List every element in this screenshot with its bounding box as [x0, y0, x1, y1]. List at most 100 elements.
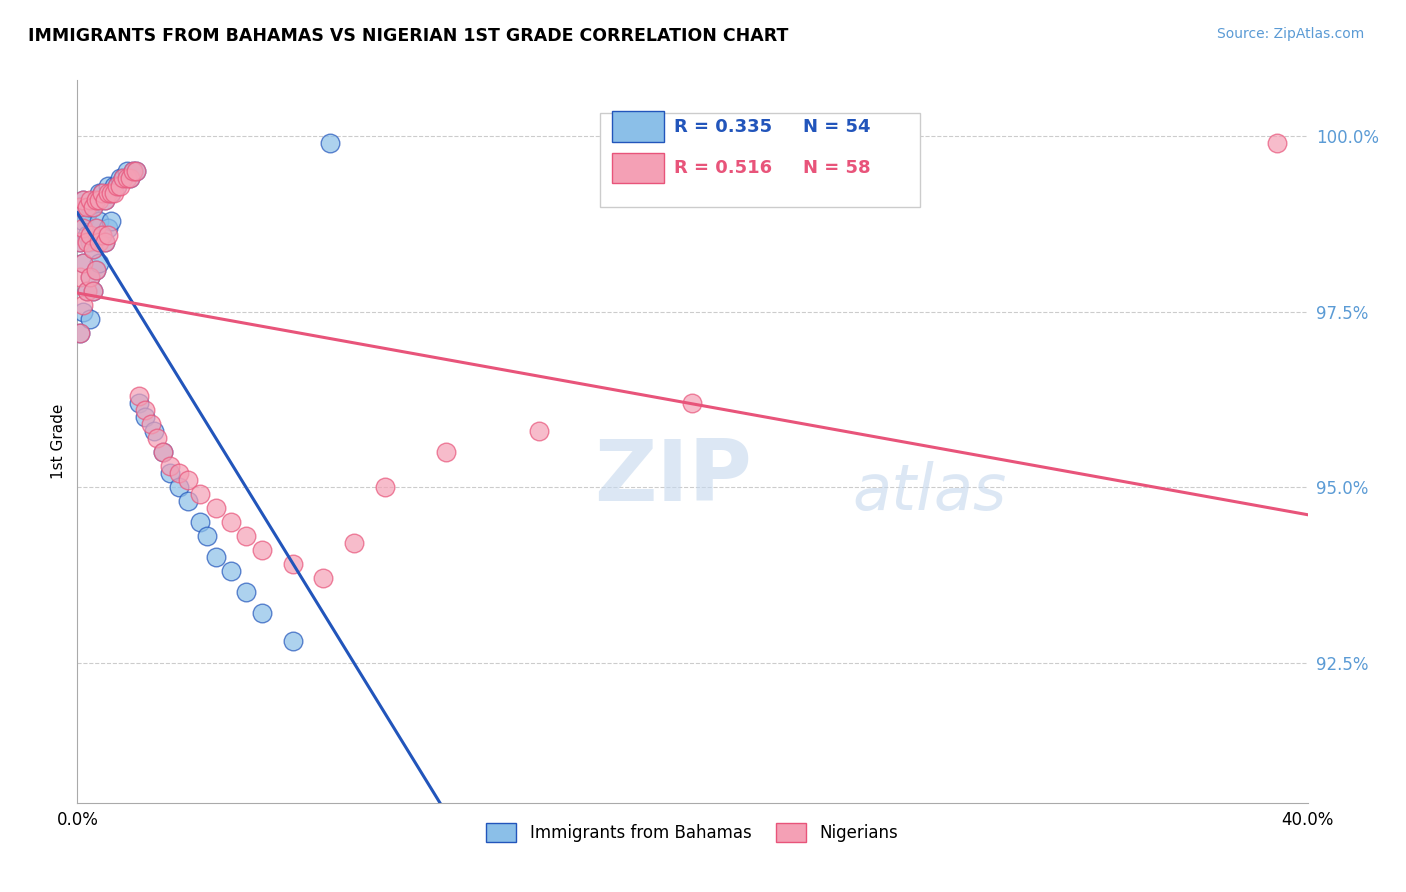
- Point: [112, 171, 135, 186]
- Point: [76, 227, 98, 242]
- Point: [682, 396, 704, 410]
- Point: [90, 227, 114, 242]
- Legend: Immigrants from Bahamas, Nigerians: Immigrants from Bahamas, Nigerians: [479, 816, 905, 848]
- Point: [128, 396, 150, 410]
- Text: N = 54: N = 54: [803, 118, 870, 136]
- Point: [76, 200, 98, 214]
- Point: [105, 178, 128, 193]
- Point: [118, 171, 141, 186]
- Point: [134, 409, 156, 424]
- Point: [146, 431, 169, 445]
- Point: [195, 529, 218, 543]
- Point: [97, 186, 120, 200]
- Point: [374, 480, 396, 494]
- FancyBboxPatch shape: [613, 112, 664, 142]
- Point: [94, 235, 117, 249]
- Point: [69, 200, 91, 214]
- Point: [436, 445, 458, 459]
- Point: [204, 550, 226, 565]
- Point: [82, 200, 104, 214]
- Point: [82, 242, 104, 256]
- Point: [69, 326, 91, 340]
- Point: [90, 186, 114, 200]
- Point: [87, 235, 110, 249]
- Point: [118, 171, 141, 186]
- Point: [100, 186, 122, 200]
- Point: [76, 284, 98, 298]
- Point: [125, 164, 148, 178]
- Text: ZIP: ZIP: [595, 436, 752, 519]
- Point: [79, 227, 101, 242]
- Point: [97, 220, 120, 235]
- Point: [97, 178, 120, 193]
- Text: R = 0.335: R = 0.335: [673, 118, 772, 136]
- Point: [281, 634, 304, 648]
- Point: [82, 284, 104, 298]
- Text: N = 58: N = 58: [803, 159, 870, 177]
- Point: [250, 607, 273, 621]
- Point: [219, 564, 242, 578]
- Point: [69, 235, 91, 249]
- Point: [72, 255, 94, 269]
- Point: [79, 235, 101, 249]
- Point: [84, 193, 107, 207]
- Point: [82, 200, 104, 214]
- Point: [76, 206, 98, 220]
- Point: [250, 543, 273, 558]
- Point: [167, 466, 190, 480]
- Point: [90, 227, 114, 242]
- Point: [105, 178, 128, 193]
- Point: [235, 529, 257, 543]
- Point: [69, 269, 91, 284]
- Point: [87, 193, 110, 207]
- Point: [318, 136, 340, 151]
- Point: [84, 220, 107, 235]
- Text: R = 0.516: R = 0.516: [673, 159, 772, 177]
- Point: [103, 178, 125, 193]
- Point: [134, 403, 156, 417]
- Point: [79, 193, 101, 207]
- Point: [94, 193, 117, 207]
- Point: [188, 515, 212, 529]
- Point: [1265, 136, 1288, 151]
- Point: [79, 200, 101, 214]
- Point: [94, 235, 117, 249]
- Point: [72, 298, 94, 312]
- Y-axis label: 1st Grade: 1st Grade: [51, 404, 66, 479]
- Point: [177, 494, 200, 508]
- Point: [69, 235, 91, 249]
- Point: [527, 424, 550, 438]
- Point: [152, 445, 174, 459]
- Point: [90, 186, 114, 200]
- Point: [141, 417, 163, 431]
- Point: [84, 262, 107, 277]
- Point: [69, 200, 91, 214]
- Point: [79, 269, 101, 284]
- Point: [100, 213, 122, 227]
- Point: [69, 326, 91, 340]
- Text: IMMIGRANTS FROM BAHAMAS VS NIGERIAN 1ST GRADE CORRELATION CHART: IMMIGRANTS FROM BAHAMAS VS NIGERIAN 1ST …: [28, 27, 789, 45]
- FancyBboxPatch shape: [600, 112, 920, 207]
- Point: [84, 262, 107, 277]
- Point: [72, 220, 94, 235]
- Point: [343, 536, 366, 550]
- Point: [281, 558, 304, 572]
- Point: [79, 311, 101, 326]
- Point: [87, 255, 110, 269]
- Point: [177, 473, 200, 487]
- Point: [76, 235, 98, 249]
- Point: [121, 164, 143, 178]
- Point: [110, 178, 132, 193]
- Point: [115, 171, 138, 186]
- Point: [188, 487, 212, 501]
- Point: [87, 186, 110, 200]
- Point: [94, 193, 117, 207]
- Point: [82, 284, 104, 298]
- Point: [152, 445, 174, 459]
- Point: [159, 459, 181, 474]
- Point: [72, 305, 94, 319]
- Point: [79, 269, 101, 284]
- Point: [312, 571, 335, 585]
- Point: [204, 501, 226, 516]
- Point: [115, 164, 138, 178]
